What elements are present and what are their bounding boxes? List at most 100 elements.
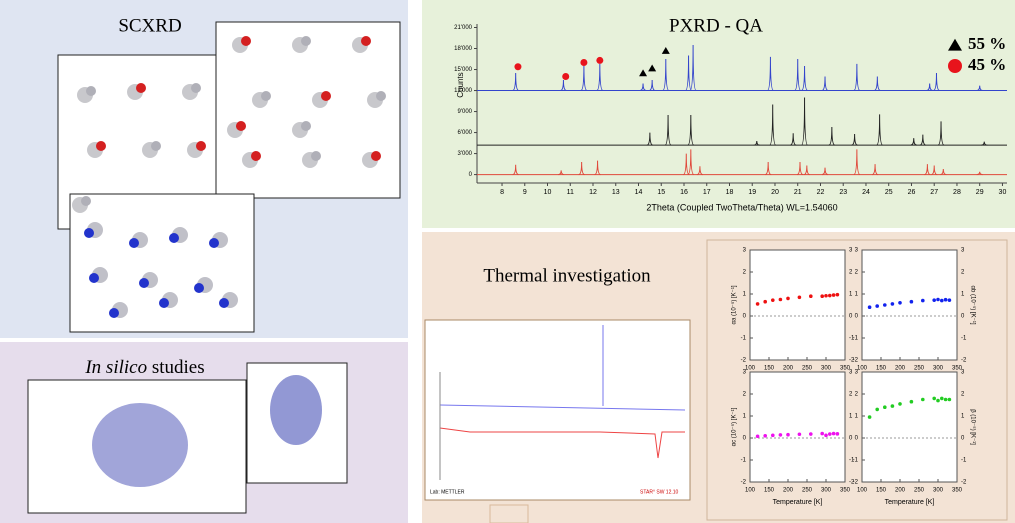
x-tick-label: 18	[726, 189, 734, 196]
molecule-decor	[72, 36, 386, 318]
x-tick-label: 29	[976, 189, 984, 196]
y-tick-label: 1	[743, 292, 747, 298]
y-tick-label: 1	[855, 292, 859, 298]
data-point	[824, 293, 828, 298]
atom	[301, 121, 311, 131]
y-tick-label: 0	[855, 436, 859, 442]
y-tick-label: 1	[849, 414, 853, 420]
y-tick-label: -2	[741, 480, 747, 486]
data-point	[755, 434, 760, 439]
marker	[661, 47, 670, 54]
y-tick-label: 3'000	[458, 151, 473, 157]
dsc-image	[424, 239, 1008, 523]
data-point	[831, 431, 836, 436]
data-point	[828, 432, 832, 436]
atom	[361, 36, 371, 46]
pattern-peak	[876, 114, 883, 146]
pattern-peak	[578, 161, 585, 176]
plot-frame	[749, 371, 846, 483]
x-tick-label: 14	[635, 189, 643, 196]
atom	[241, 36, 251, 46]
x-tick-label: 9	[523, 189, 527, 196]
atom	[159, 298, 169, 308]
marker	[648, 64, 657, 72]
data-point	[936, 297, 940, 302]
y-tick-label: 9'000	[458, 109, 473, 115]
y-tick-label: 0	[743, 314, 747, 320]
y-tick-label: 1	[961, 414, 965, 420]
atom	[151, 141, 161, 151]
atom	[169, 233, 179, 243]
data-point	[824, 433, 828, 438]
x-tick-label: 300	[821, 488, 832, 494]
x-tick-label: 20	[771, 189, 779, 196]
y-tick-label: -2	[853, 480, 859, 486]
marker	[580, 59, 588, 67]
y-tick-label: 15'000	[454, 67, 472, 73]
y-tick-label: 3	[961, 248, 965, 254]
x-tick-label: 150	[876, 488, 887, 494]
y-tick-label: 2	[849, 270, 853, 276]
x-tick-label: 21	[794, 189, 802, 196]
data-point	[883, 405, 887, 410]
y-tick-label: 1	[855, 414, 859, 420]
data-point	[943, 297, 948, 302]
y-tick-label: 0	[469, 172, 473, 178]
y-tick-label: -1	[741, 458, 747, 464]
x-tick-label: 19	[748, 189, 756, 196]
x-tick-label: 8	[500, 189, 504, 196]
atom	[194, 283, 204, 293]
x-tick-label: 22	[817, 189, 825, 196]
x-axis-label: Temperature [K]	[885, 499, 935, 506]
marker	[514, 63, 522, 71]
atom	[109, 308, 119, 318]
y-axis-label: αa (10⁻⁵) [K⁻¹]	[731, 285, 738, 324]
y-tick-label: -1	[741, 336, 747, 342]
data-point	[890, 404, 895, 408]
pattern-peak	[796, 161, 804, 176]
atom	[89, 273, 99, 283]
pattern-peak	[753, 140, 760, 146]
y-tick-label: 0	[855, 314, 859, 320]
x-axis-label: Temperature [K]	[773, 499, 823, 506]
x-tick-label: 24	[862, 189, 870, 196]
data-point	[890, 302, 895, 306]
x-tick-label: 300	[933, 488, 944, 494]
y-tick-label: 2	[855, 270, 859, 276]
data-point	[763, 434, 767, 438]
pattern-peak	[687, 149, 695, 176]
data-point	[867, 415, 872, 419]
data-point	[835, 432, 840, 436]
y-tick-label: 2	[743, 392, 747, 398]
x-tick-label: 100	[745, 366, 756, 372]
x-tick-label: 200	[783, 488, 794, 494]
pattern-peak	[769, 104, 777, 146]
atom	[139, 278, 149, 288]
y-tick-label: 0	[743, 436, 747, 442]
pattern-peak	[594, 160, 601, 176]
atom	[129, 238, 139, 248]
pattern-peak	[790, 133, 797, 146]
x-tick-label: 11	[567, 189, 574, 196]
x-tick-label: 16	[680, 189, 688, 196]
y-axis-label: Counts	[456, 72, 465, 97]
legend-label: 55 %	[968, 34, 1006, 53]
y-tick-label: -2	[849, 480, 855, 486]
data-point	[936, 398, 940, 403]
data-point	[947, 298, 952, 302]
y-tick-label: 3	[855, 248, 859, 254]
data-point	[809, 432, 813, 436]
x-tick-label: 350	[952, 366, 963, 372]
data-point	[883, 303, 887, 307]
atom	[251, 151, 261, 161]
data-point	[755, 302, 760, 306]
data-point	[940, 396, 944, 401]
x-tick-label: 100	[745, 488, 756, 494]
y-tick-label: 21'000	[454, 25, 472, 31]
marker	[948, 59, 962, 73]
x-tick-label: 200	[895, 366, 906, 372]
insilico-title: In silico studies	[84, 357, 204, 378]
data-point	[932, 396, 936, 401]
y-tick-label: 2	[849, 392, 853, 398]
data-point	[943, 397, 948, 402]
